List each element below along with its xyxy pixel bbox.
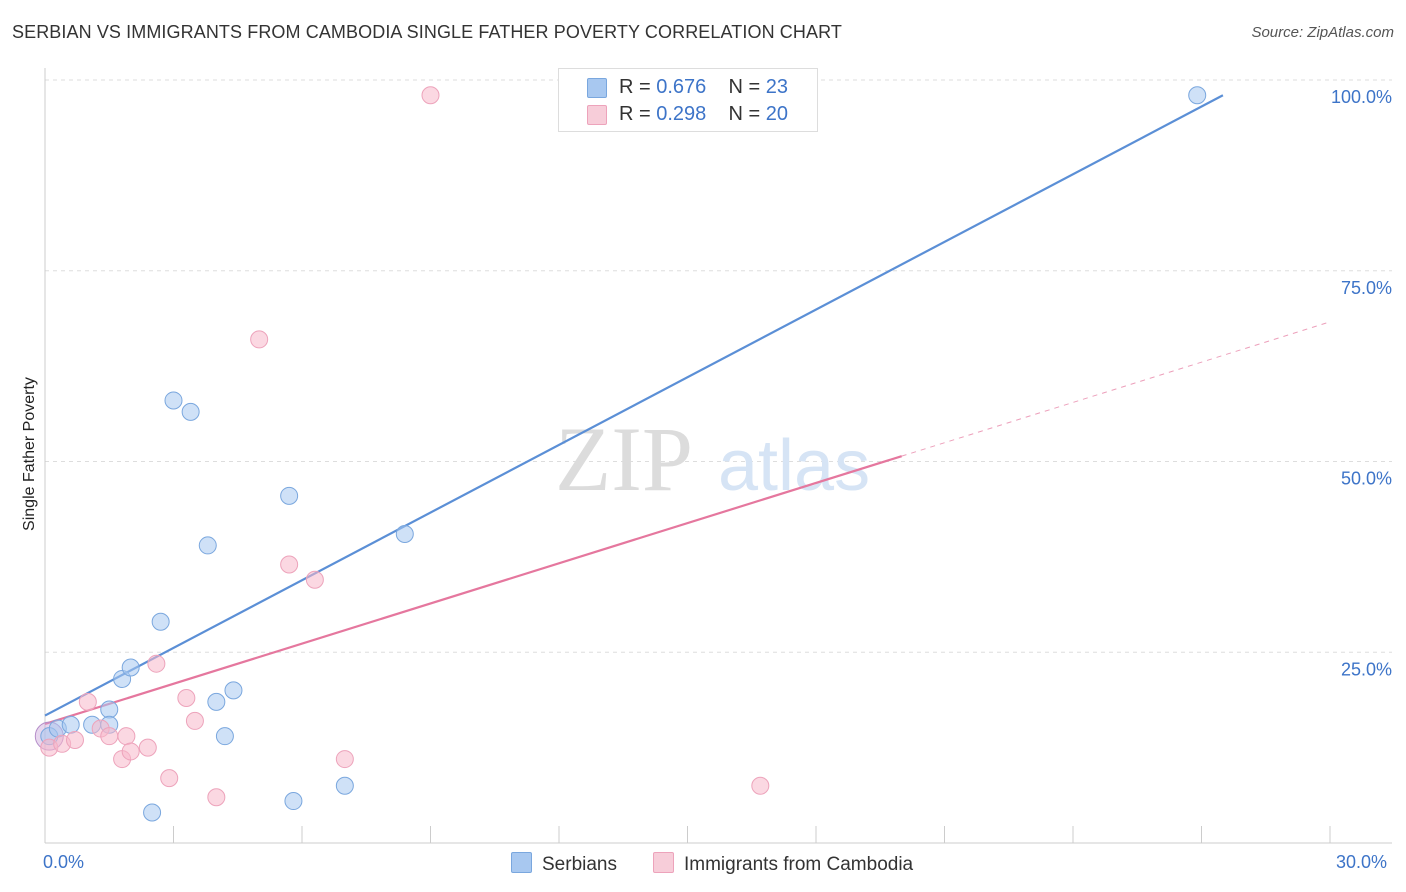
data-point-serbians — [1188, 86, 1207, 105]
legend-r-label: R = — [619, 76, 651, 98]
data-point-serbians — [395, 524, 414, 543]
bottom-legend-swatch-pink — [653, 852, 674, 873]
legend-n-label: N = — [728, 103, 761, 125]
x-tick-min: 0.0% — [43, 852, 85, 872]
data-point-serbians — [284, 792, 303, 811]
y-tick-label: 100.0% — [1331, 87, 1392, 107]
trend-line-dashed-cambodia — [901, 321, 1331, 457]
y-tick-label: 50.0% — [1341, 469, 1392, 489]
legend-n-value: 20 — [765, 103, 789, 125]
legend-r-value: 0.676 — [656, 76, 707, 98]
data-point-cambodia — [117, 727, 136, 746]
y-tick-label: 75.0% — [1341, 278, 1392, 298]
legend-n-value: 23 — [765, 76, 789, 98]
data-point-cambodia — [280, 555, 299, 574]
chart-title: SERBIAN VS IMMIGRANTS FROM CAMBODIA SING… — [12, 22, 842, 42]
data-point-cambodia — [65, 730, 84, 749]
data-point-serbians — [207, 692, 226, 711]
data-point-serbians — [164, 391, 183, 410]
bottom-legend-label: Serbians — [542, 854, 617, 875]
data-point-serbians — [143, 803, 162, 822]
data-point-cambodia — [421, 86, 440, 105]
correlation-legend: R = 0.676 N = 23 R = 0.298 N = 20 — [558, 68, 818, 132]
legend-swatch-blue — [587, 78, 607, 98]
bottom-legend-serbians: Serbians — [511, 852, 617, 876]
trend-line-serbians — [44, 94, 1224, 717]
bottom-legend-swatch-blue — [511, 852, 532, 873]
data-point-cambodia — [207, 788, 226, 807]
data-point-serbians — [335, 776, 354, 795]
source-label: Source: ZipAtlas.com — [1251, 24, 1394, 41]
data-point-cambodia — [121, 742, 140, 761]
axes — [44, 68, 1392, 844]
data-point-cambodia — [147, 654, 166, 673]
legend-r-value: 0.298 — [656, 103, 707, 125]
data-point-serbians — [280, 486, 299, 505]
data-point-cambodia — [305, 570, 324, 589]
data-point-serbians — [121, 658, 140, 677]
bottom-legend-cambodia: Immigrants from Cambodia — [653, 852, 913, 876]
x-tick-max: 30.0% — [1336, 852, 1388, 872]
legend-r-label: R = — [619, 103, 651, 125]
trend-lines — [44, 94, 1331, 726]
data-point-serbians — [181, 402, 200, 421]
legend-swatch-pink — [587, 105, 607, 125]
data-point-cambodia — [138, 738, 157, 757]
data-point-cambodia — [250, 330, 269, 349]
data-point-serbians — [151, 612, 170, 631]
data-point-cambodia — [335, 750, 354, 769]
data-point-serbians — [224, 681, 243, 700]
data-point-cambodia — [177, 689, 196, 708]
watermark-atlas: atlas — [718, 426, 870, 506]
y-tick-label: 25.0% — [1341, 659, 1392, 679]
data-point-cambodia — [751, 776, 770, 795]
data-point-cambodia — [185, 711, 204, 730]
data-point-cambodia — [100, 727, 119, 746]
data-point-serbians — [100, 700, 119, 719]
data-point-serbians — [61, 715, 80, 734]
y-tick-labels: 100.0% 75.0% 50.0% 25.0% — [1331, 87, 1392, 679]
data-point-cambodia — [160, 769, 179, 788]
trend-line-cambodia — [44, 455, 902, 726]
legend-n-label: N = — [728, 76, 761, 98]
bottom-legend-label: Immigrants from Cambodia — [684, 854, 914, 875]
watermark-zip: ZIP — [555, 408, 693, 510]
data-points — [34, 86, 1207, 822]
y-axis-label: Single Father Poverty — [21, 377, 38, 531]
data-point-serbians — [198, 536, 217, 555]
data-point-cambodia — [78, 692, 97, 711]
data-point-serbians — [215, 727, 234, 746]
